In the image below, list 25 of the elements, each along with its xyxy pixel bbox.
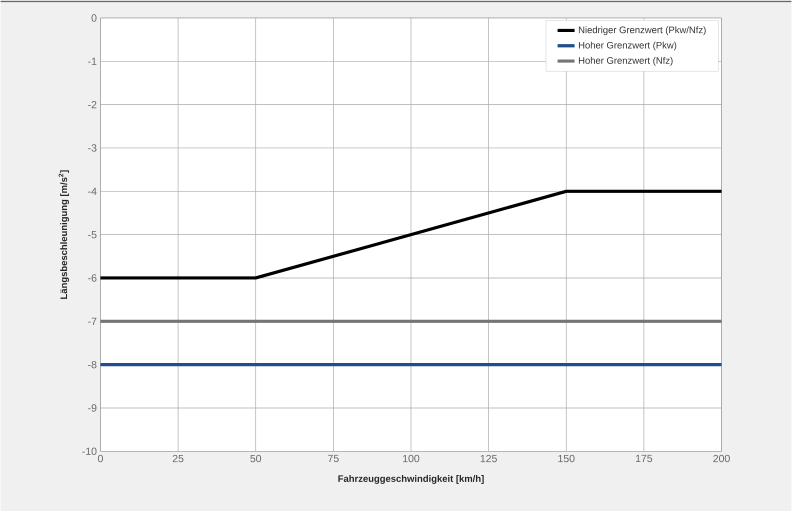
x-tick-label: 150 xyxy=(558,454,575,462)
x-tick-label: 50 xyxy=(250,454,262,462)
x-tick-label: 125 xyxy=(480,454,497,462)
x-axis-title: Fahrzeuggeschwindigkeit [km/h] xyxy=(338,474,484,484)
y-tick-label: -2 xyxy=(88,100,96,108)
x-tick-label: 200 xyxy=(713,454,730,462)
legend-label: Hoher Grenzwert (Pkw) xyxy=(578,41,676,50)
legend-label: Niedriger Grenzwert (Pkw/Nfz) xyxy=(578,26,706,35)
legend-label: Hoher Grenzwert (Nfz) xyxy=(578,56,673,66)
y-tick-label: -10 xyxy=(82,448,97,455)
y-tick-label: 0 xyxy=(92,14,97,22)
x-tick-label: 75 xyxy=(328,454,339,462)
y-axis-title: Längsbeschleunigung [m/s$^{2}$] xyxy=(58,170,70,299)
y-tick-label: -1 xyxy=(88,58,96,65)
y-tick-label: -8 xyxy=(88,360,96,368)
x-tick-label: 100 xyxy=(403,454,420,462)
y-tick-label: -5 xyxy=(88,230,96,238)
y-tick-label: -6 xyxy=(88,274,96,282)
y-tick-label: -9 xyxy=(88,404,96,412)
x-tick-label: 25 xyxy=(172,454,184,462)
y-tick-label: -3 xyxy=(88,144,96,152)
y-tick-label: -7 xyxy=(88,318,96,325)
x-tick-label: 0 xyxy=(98,454,103,462)
y-tick-label: -4 xyxy=(88,188,97,195)
x-tick-label: 175 xyxy=(636,454,652,462)
